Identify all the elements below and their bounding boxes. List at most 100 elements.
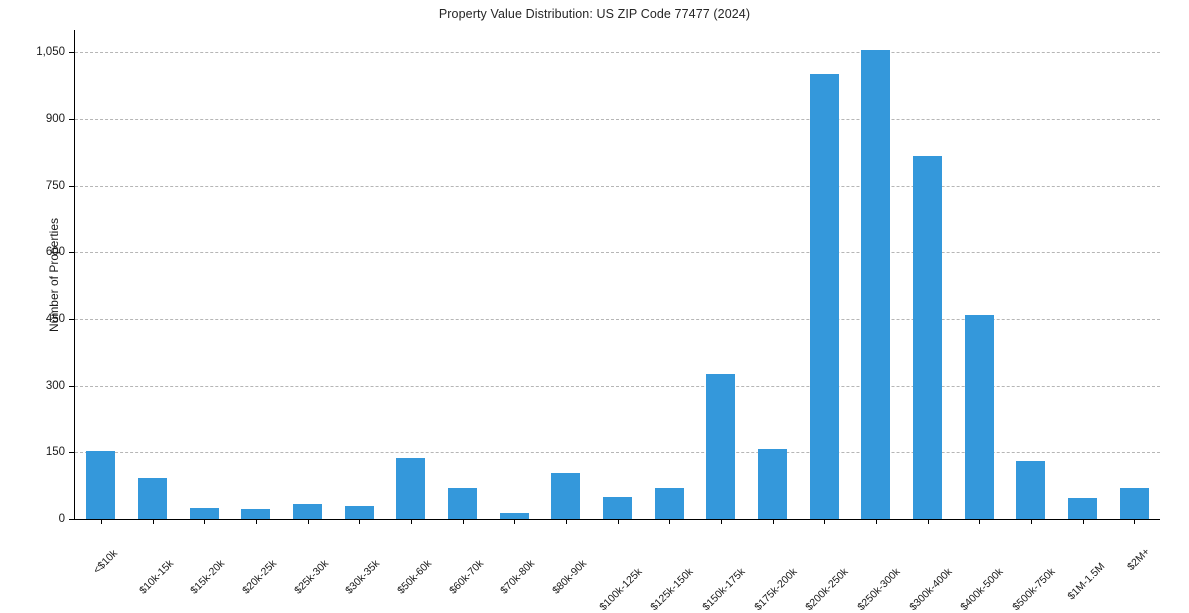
y-tick-label: 150 [45, 446, 65, 459]
y-tick-label: 900 [45, 112, 65, 125]
bar[interactable] [448, 487, 477, 519]
x-tick-label: $50k-60k [395, 527, 464, 597]
x-tick-label-text: $70k-80k [498, 557, 538, 597]
bar[interactable] [189, 507, 219, 519]
x-tick-mark [772, 519, 774, 524]
bar[interactable] [1016, 460, 1046, 519]
x-tick-label: $20k-25k [240, 527, 309, 597]
x-tick-mark [152, 519, 154, 524]
x-tick-mark [927, 519, 929, 524]
x-tick-label-text: $20k-25k [239, 557, 279, 597]
x-tick-label: $125k-150k [648, 527, 734, 613]
chart-figure: Property Value Distribution: US ZIP Code… [36, 7, 1160, 613]
x-tick-label-text: $300k-400k [906, 565, 955, 613]
x-tick-label: $80k-90k [550, 527, 619, 597]
x-tick-label: $200k-250k [803, 527, 889, 613]
x-tick-label-text: $100k-125k [596, 565, 645, 613]
x-tick-label: $60k-70k [447, 527, 516, 597]
bar[interactable] [344, 505, 374, 519]
x-tick-mark [100, 519, 102, 524]
bar[interactable] [758, 449, 787, 519]
x-tick-mark [875, 519, 877, 524]
gridline-600 [75, 252, 1160, 254]
x-tick-label: $10k-15k [137, 527, 206, 597]
y-tick-label: 450 [45, 312, 65, 325]
x-tick-label-text: $25k-30k [291, 557, 331, 597]
chart-title: Property Value Distribution: US ZIP Code… [438, 7, 751, 21]
y-tick-label: 1,050 [36, 46, 65, 59]
gridline-450 [75, 318, 1160, 320]
x-tick-label: $250k-300k [855, 527, 941, 613]
bar[interactable] [86, 451, 116, 519]
x-tick-label-text: $500k-750k [1010, 565, 1058, 613]
gridline-750 [75, 185, 1160, 187]
x-tick-label-text: $125k-150k [648, 565, 696, 613]
x-tick-mark [410, 519, 412, 524]
x-tick-label: $70k-80k [498, 527, 568, 597]
y-tick-mark [69, 118, 75, 120]
x-tick-label-text: $15k-20k [188, 557, 228, 597]
x-tick-label: $15k-20k [188, 527, 258, 597]
bar[interactable] [499, 513, 529, 519]
bar[interactable] [396, 457, 426, 519]
bar[interactable] [1119, 487, 1149, 519]
x-tick-label: $150k-175k [700, 527, 786, 613]
y-tick-label: 750 [45, 179, 65, 192]
x-tick-label-text: <$10k [90, 547, 120, 577]
gridline-900 [75, 118, 1160, 120]
y-tick-label: 0 [58, 513, 65, 525]
bar[interactable] [138, 478, 167, 519]
x-tick-mark [255, 519, 257, 524]
x-tick-label: $500k-750k [1010, 527, 1096, 613]
x-axis-ticks: <$10k $10k-15k $15k-20k $20k-25k $25k-30k $30… [75, 519, 1160, 613]
y-axis-spine [74, 30, 75, 520]
x-tick-label-text: $200k-250k [803, 565, 851, 613]
y-tick-mark [69, 519, 75, 520]
x-tick-mark [1082, 519, 1084, 524]
bar[interactable] [603, 496, 632, 519]
y-tick-mark [69, 385, 75, 387]
bar[interactable] [706, 373, 736, 519]
gridline-150 [75, 452, 1160, 454]
x-tick-mark [204, 519, 206, 524]
x-tick-label-text: $175k-200k [751, 565, 800, 613]
x-tick-label-text: $50k-60k [394, 557, 434, 597]
x-tick-label: $2M+ [1125, 527, 1171, 573]
x-tick-mark [720, 519, 722, 524]
bar[interactable] [861, 50, 891, 519]
x-tick-label: $100k-125k [597, 527, 683, 613]
bar[interactable] [551, 472, 581, 519]
bar[interactable] [654, 487, 684, 519]
x-tick-label-text: $60k-70k [446, 557, 486, 597]
bar[interactable] [293, 503, 322, 519]
x-tick-label-text: $30k-35k [343, 557, 383, 597]
x-tick-label: $30k-35k [343, 527, 413, 597]
bar[interactable] [964, 315, 994, 519]
x-tick-mark [1134, 519, 1136, 524]
x-tick-label-text: $1M-1.5M [1064, 560, 1107, 603]
y-tick-mark [69, 185, 75, 187]
x-tick-mark [514, 519, 516, 524]
gridline-300 [75, 385, 1160, 387]
x-tick-label-text: $80k-90k [549, 557, 589, 597]
x-tick-label: $400k-500k [958, 527, 1044, 613]
x-tick-mark [1030, 519, 1032, 524]
x-tick-label-text: $150k-175k [700, 565, 748, 613]
x-tick-label: <$10k [91, 527, 140, 576]
x-tick-mark [307, 519, 309, 524]
x-tick-label: $25k-30k [292, 527, 361, 597]
x-tick-mark [462, 519, 464, 524]
x-tick-mark [617, 519, 619, 524]
y-tick-label: 600 [45, 246, 65, 259]
bar[interactable] [809, 74, 839, 519]
x-tick-label-text: $400k-500k [958, 565, 1006, 613]
bar[interactable] [913, 155, 942, 519]
x-tick-label-text: $2M+ [1125, 545, 1153, 574]
x-tick-mark [565, 519, 567, 524]
x-tick-label-text: $10k-15k [136, 557, 176, 597]
bar[interactable] [1068, 498, 1097, 519]
x-tick-label: $300k-400k [907, 527, 993, 613]
bar[interactable] [241, 509, 271, 519]
x-tick-label-text: $250k-300k [855, 565, 903, 613]
x-tick-mark [669, 519, 671, 524]
